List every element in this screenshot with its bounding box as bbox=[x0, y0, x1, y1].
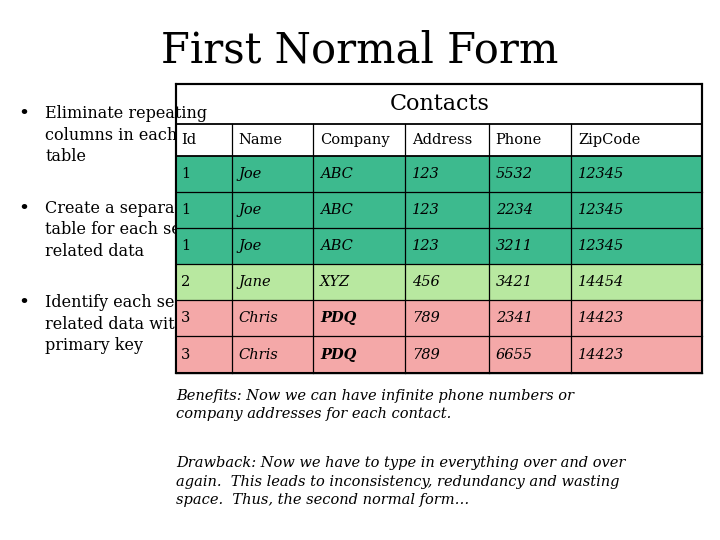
Text: XYZ: XYZ bbox=[320, 275, 351, 289]
Text: 123: 123 bbox=[412, 203, 439, 217]
Text: 3: 3 bbox=[181, 312, 190, 325]
Text: Chris: Chris bbox=[238, 348, 278, 361]
Text: Address: Address bbox=[412, 133, 472, 147]
Text: 12345: 12345 bbox=[578, 167, 624, 180]
Text: Joe: Joe bbox=[238, 203, 261, 217]
Text: Phone: Phone bbox=[495, 133, 542, 147]
Text: 456: 456 bbox=[412, 275, 439, 289]
Text: Eliminate repeating
columns in each
table: Eliminate repeating columns in each tabl… bbox=[45, 105, 207, 165]
Text: PDQ: PDQ bbox=[320, 348, 357, 361]
Text: 12345: 12345 bbox=[578, 239, 624, 253]
Text: Id: Id bbox=[181, 133, 196, 147]
Text: •: • bbox=[18, 294, 29, 312]
Text: 3211: 3211 bbox=[495, 239, 533, 253]
Text: 12345: 12345 bbox=[578, 203, 624, 217]
Text: Benefits: Now we can have infinite phone numbers or
company addresses for each c: Benefits: Now we can have infinite phone… bbox=[176, 389, 575, 421]
Text: 6655: 6655 bbox=[495, 348, 533, 361]
Text: Drawback: Now we have to type in everything over and over
again.  This leads to : Drawback: Now we have to type in everyth… bbox=[176, 456, 626, 507]
Text: Contacts: Contacts bbox=[390, 93, 489, 115]
Text: •: • bbox=[18, 105, 29, 123]
Text: 2: 2 bbox=[181, 275, 190, 289]
Bar bbox=[176, 264, 702, 300]
Text: ABC: ABC bbox=[320, 203, 354, 217]
Bar bbox=[176, 156, 702, 192]
Text: PDQ: PDQ bbox=[320, 312, 357, 325]
Text: Identify each set of
related data with a
primary key: Identify each set of related data with a… bbox=[45, 294, 202, 354]
Text: 123: 123 bbox=[412, 239, 439, 253]
Bar bbox=[176, 228, 702, 264]
Text: 1: 1 bbox=[181, 167, 190, 180]
Text: Jane: Jane bbox=[238, 275, 271, 289]
Text: ABC: ABC bbox=[320, 239, 354, 253]
Text: 5532: 5532 bbox=[495, 167, 533, 180]
Text: 14454: 14454 bbox=[578, 275, 624, 289]
Text: Joe: Joe bbox=[238, 239, 261, 253]
Text: ZipCode: ZipCode bbox=[578, 133, 640, 147]
Text: 1: 1 bbox=[181, 203, 190, 217]
Text: 789: 789 bbox=[412, 312, 439, 325]
Bar bbox=[176, 84, 702, 373]
Text: Chris: Chris bbox=[238, 312, 278, 325]
Text: First Normal Form: First Normal Form bbox=[161, 30, 559, 72]
Text: Name: Name bbox=[238, 133, 282, 147]
Text: ABC: ABC bbox=[320, 167, 354, 180]
Text: 789: 789 bbox=[412, 348, 439, 361]
Bar bbox=[176, 300, 702, 336]
Text: 123: 123 bbox=[412, 167, 439, 180]
Text: 3421: 3421 bbox=[495, 275, 533, 289]
Text: 2341: 2341 bbox=[495, 312, 533, 325]
Bar bbox=[176, 192, 702, 228]
Text: Create a separate
table for each set of
related data: Create a separate table for each set of … bbox=[45, 200, 209, 260]
Text: 14423: 14423 bbox=[578, 348, 624, 361]
Text: Joe: Joe bbox=[238, 167, 261, 180]
Text: 3: 3 bbox=[181, 348, 190, 361]
Text: 14423: 14423 bbox=[578, 312, 624, 325]
Text: 1: 1 bbox=[181, 239, 190, 253]
Bar bbox=[176, 336, 702, 373]
Text: •: • bbox=[18, 200, 29, 218]
Text: 2234: 2234 bbox=[495, 203, 533, 217]
Text: Company: Company bbox=[320, 133, 390, 147]
